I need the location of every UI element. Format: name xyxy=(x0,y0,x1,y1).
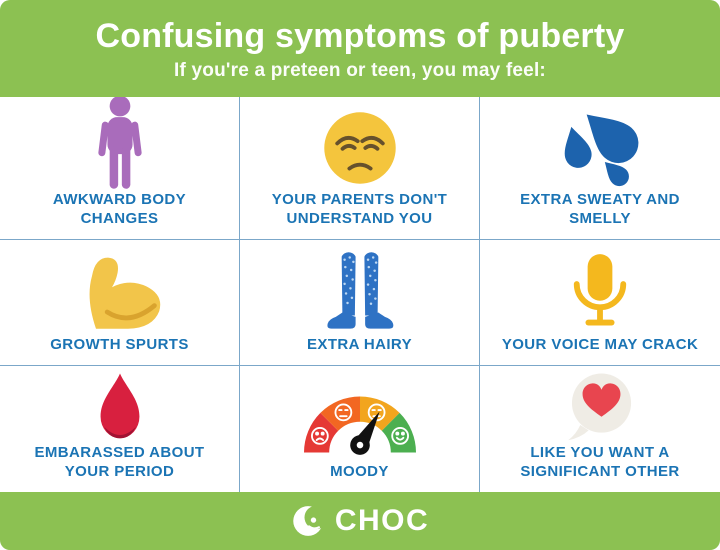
cell-label: MOODY xyxy=(330,462,389,480)
cell-label: EMBARASSED ABOUT YOUR PERIOD xyxy=(34,444,205,480)
blood-drop-icon xyxy=(94,366,146,444)
flexed-bicep-icon xyxy=(71,240,169,336)
cell-growth-spurts: GROWTH SPURTS xyxy=(0,240,240,366)
heart-speech-bubble-icon xyxy=(561,366,639,444)
cell-extra-sweaty: EXTRA SWEATY AND SMELLY xyxy=(480,97,720,240)
page-subtitle: If you're a preteen or teen, you may fee… xyxy=(174,60,546,81)
cell-label: GROWTH SPURTS xyxy=(50,335,189,353)
cell-label: EXTRA HAIRY xyxy=(307,335,412,353)
cell-significant-other: LIKE YOU WANT A SIGNIFICANT OTHER xyxy=(480,366,720,492)
choc-logo-icon xyxy=(291,503,327,539)
cell-extra-hairy: EXTRA HAIRY xyxy=(240,240,480,366)
mood-gauge-icon xyxy=(290,366,430,463)
microphone-icon xyxy=(560,240,640,336)
cell-label: YOUR VOICE MAY CRACK xyxy=(501,335,699,353)
person-icon xyxy=(78,97,162,191)
cell-voice-crack: YOUR VOICE MAY CRACK xyxy=(480,240,720,366)
hairy-legs-icon xyxy=(319,240,401,336)
cell-parents-dont-understand: YOUR PARENTS DON'T UNDERSTAND YOU xyxy=(240,97,480,240)
cell-moody: MOODY xyxy=(240,366,480,492)
footer: CHOC xyxy=(0,492,720,550)
cell-label: YOUR PARENTS DON'T UNDERSTAND YOU xyxy=(271,191,448,227)
header: Confusing symptoms of puberty If you're … xyxy=(0,0,720,97)
cell-awkward-body-changes: AWKWARD BODY CHANGES xyxy=(0,97,240,240)
cell-label: AWKWARD BODY CHANGES xyxy=(52,191,187,227)
symptom-grid: AWKWARD BODY CHANGES YOUR PARENTS DON'T … xyxy=(0,97,720,492)
cell-period: EMBARASSED ABOUT YOUR PERIOD xyxy=(0,366,240,492)
sweat-drops-icon xyxy=(554,97,646,191)
pensive-face-icon xyxy=(322,97,398,191)
cell-label: EXTRA SWEATY AND SMELLY xyxy=(520,191,680,227)
page-title: Confusing symptoms of puberty xyxy=(95,17,625,55)
cell-label: LIKE YOU WANT A SIGNIFICANT OTHER xyxy=(520,444,680,480)
brand-name: CHOC xyxy=(334,504,430,537)
